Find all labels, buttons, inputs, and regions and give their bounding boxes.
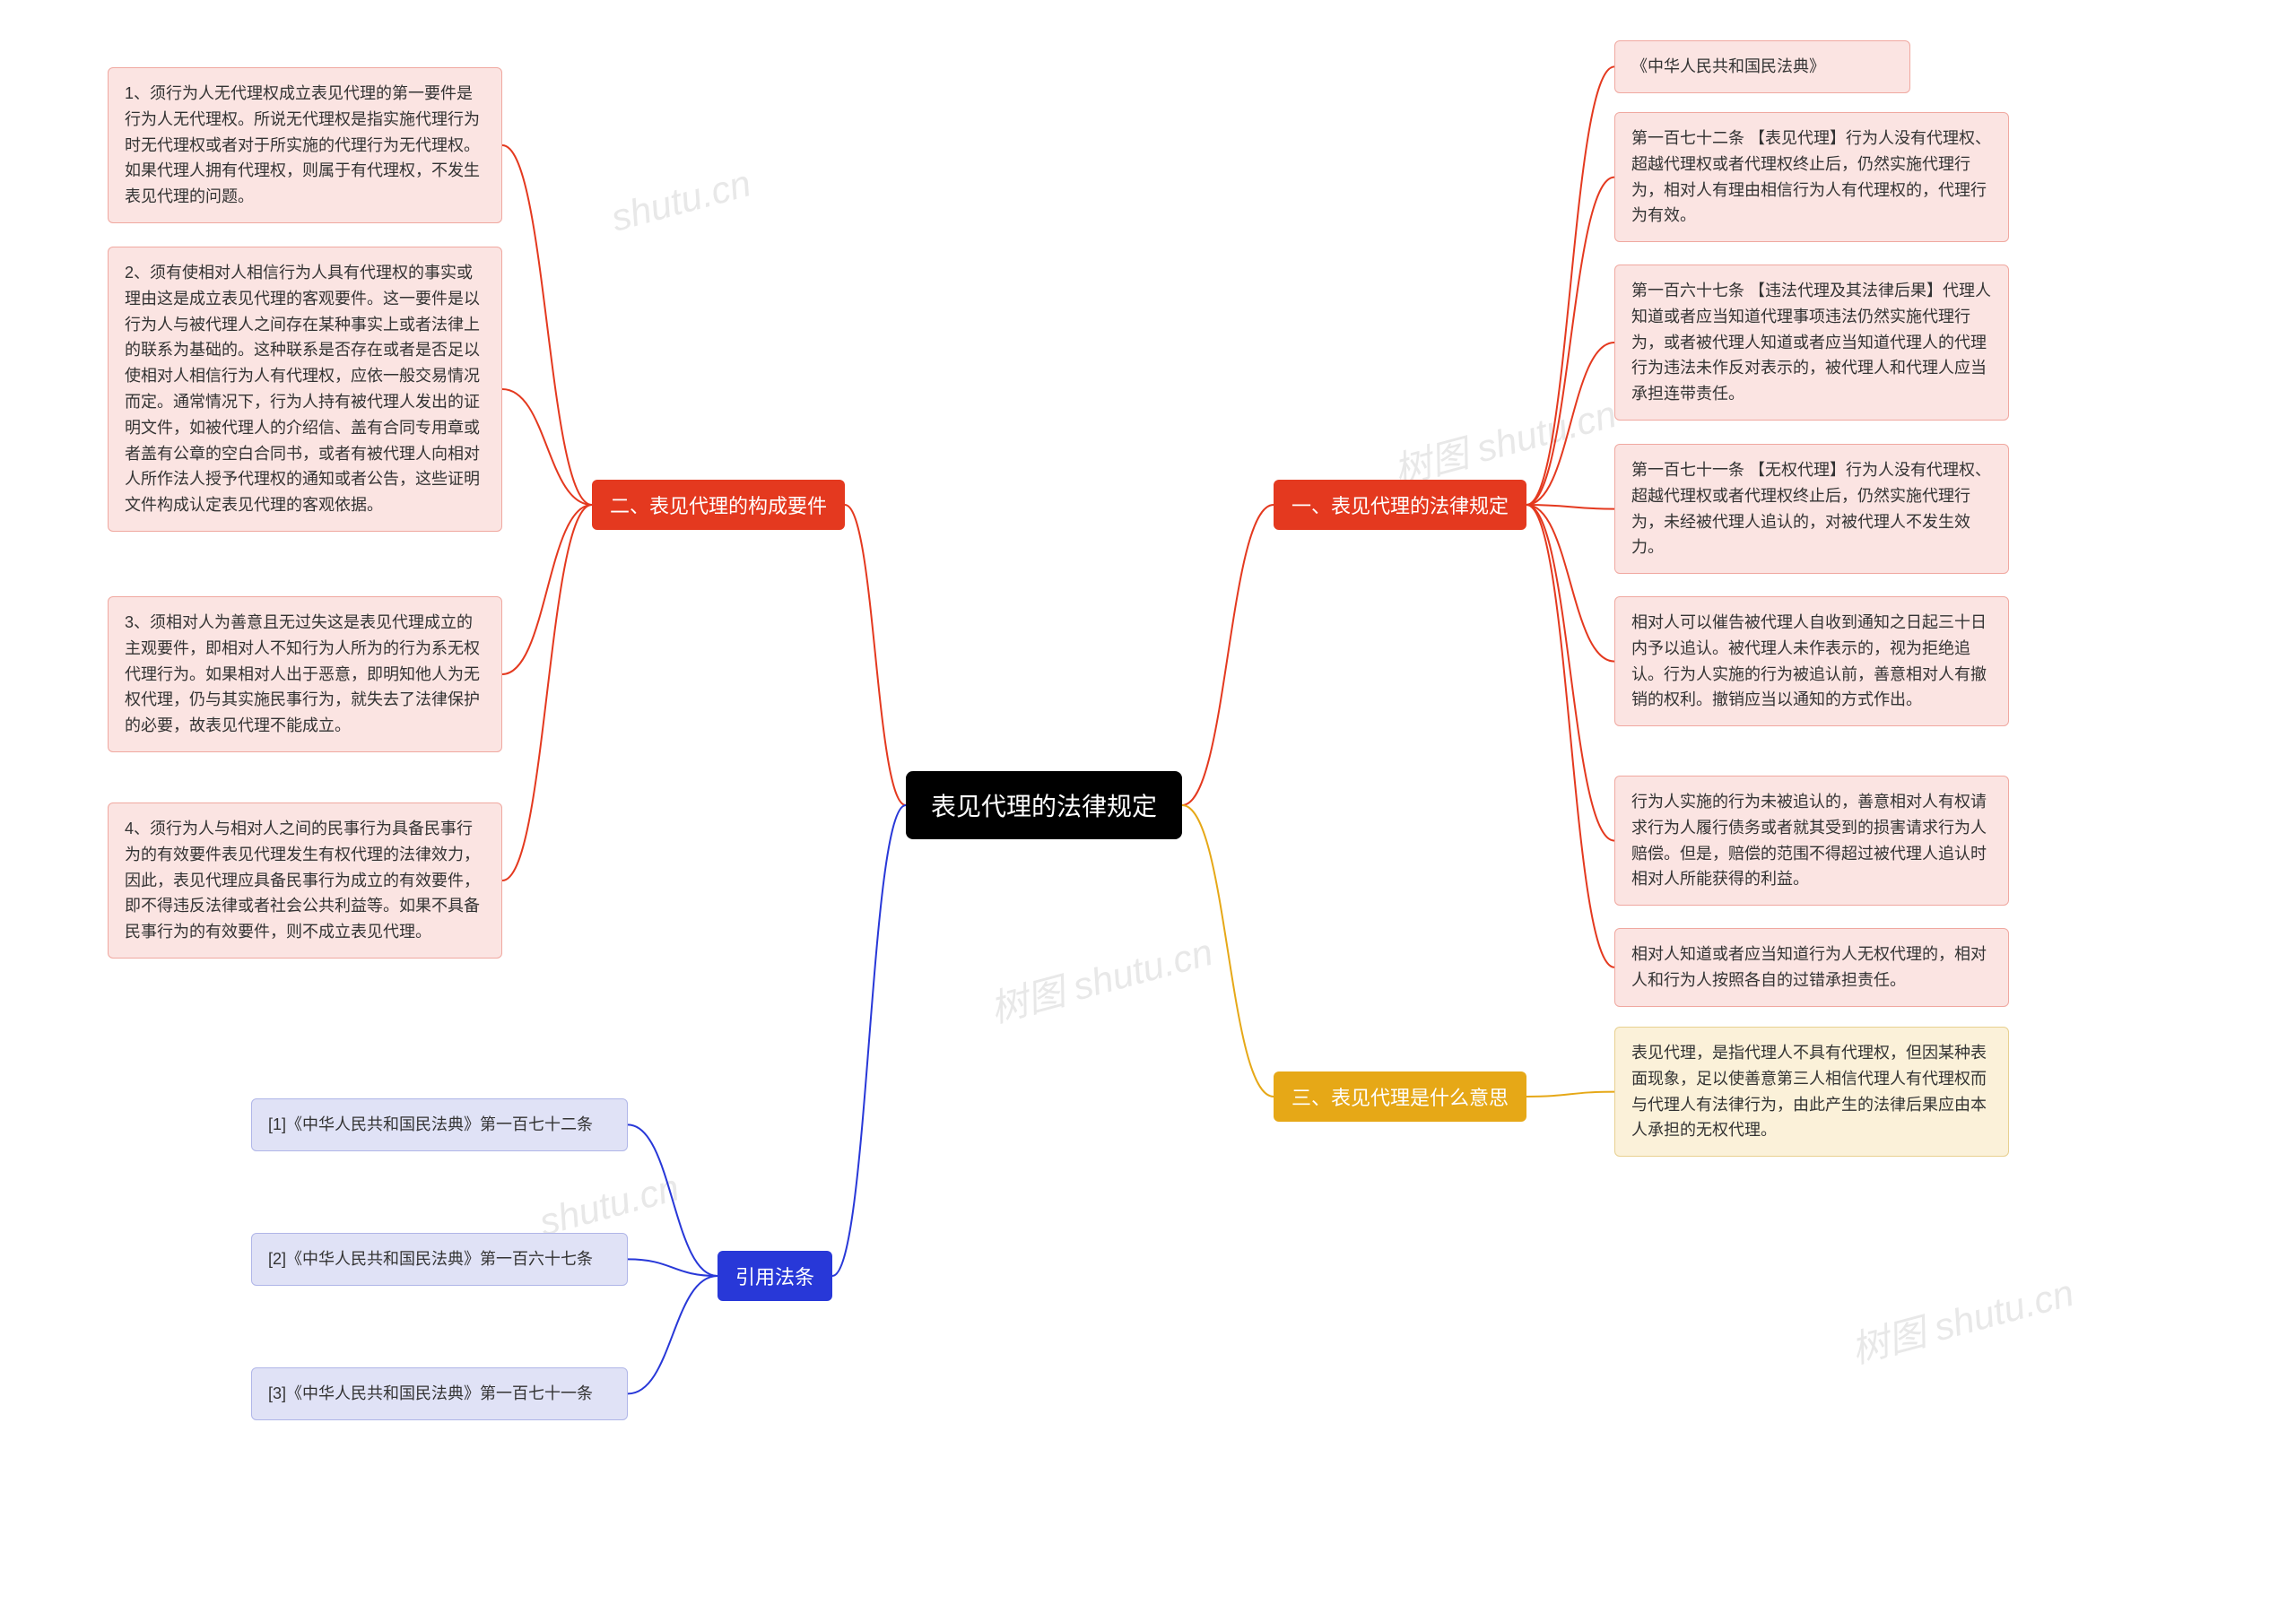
leaf-node[interactable]: 相对人知道或者应当知道行为人无权代理的，相对人和行为人按照各自的过错承担责任。 (1614, 928, 2009, 1007)
watermark: shutu.cn (606, 161, 755, 239)
leaf-node[interactable]: 1、须行为人无代理权成立表见代理的第一要件是行为人无代理权。所说无代理权是指实施… (108, 67, 502, 223)
leaf-node[interactable]: [3]《中华人民共和国民法典》第一百七十一条 (251, 1367, 628, 1420)
leaf-node[interactable]: 第一百七十二条 【表见代理】行为人没有代理权、超越代理权或者代理权终止后，仍然实… (1614, 112, 2009, 242)
leaf-node[interactable]: 表见代理，是指代理人不具有代理权，但因某种表面现象，足以使善意第三人相信代理人有… (1614, 1027, 2009, 1157)
leaf-node[interactable]: 2、须有使相对人相信行为人具有代理权的事实或理由这是成立表见代理的客观要件。这一… (108, 247, 502, 532)
leaf-node[interactable]: 4、须行为人与相对人之间的民事行为具备民事行为的有效要件表见代理发生有权代理的法… (108, 802, 502, 959)
leaf-node[interactable]: [2]《中华人民共和国民法典》第一百六十七条 (251, 1233, 628, 1286)
leaf-node[interactable]: 第一百七十一条 【无权代理】行为人没有代理权、超越代理权或者代理权终止后，仍然实… (1614, 444, 2009, 574)
branch-node-b1[interactable]: 一、表见代理的法律规定 (1274, 480, 1526, 530)
branch-node-b3[interactable]: 三、表见代理是什么意思 (1274, 1071, 1526, 1122)
branch-node-b2[interactable]: 二、表见代理的构成要件 (592, 480, 845, 530)
leaf-node[interactable]: 3、须相对人为善意且无过失这是表见代理成立的主观要件，即相对人不知行为人所为的行… (108, 596, 502, 752)
center-node[interactable]: 表见代理的法律规定 (906, 771, 1182, 839)
watermark: 树图 shutu.cn (1844, 1262, 2079, 1375)
leaf-node[interactable]: 第一百六十七条 【违法代理及其法律后果】代理人知道或者应当知道代理事项违法仍然实… (1614, 265, 2009, 421)
leaf-node[interactable]: 行为人实施的行为未被追认的，善意相对人有权请求行为人履行债务或者就其受到的损害请… (1614, 776, 2009, 906)
leaf-node[interactable]: 《中华人民共和国民法典》 (1614, 40, 1910, 93)
leaf-node[interactable]: 相对人可以催告被代理人自收到通知之日起三十日内予以追认。被代理人未作表示的，视为… (1614, 596, 2009, 726)
branch-node-b4[interactable]: 引用法条 (718, 1251, 832, 1301)
leaf-node[interactable]: [1]《中华人民共和国民法典》第一百七十二条 (251, 1098, 628, 1151)
watermark: 树图 shutu.cn (983, 922, 1218, 1034)
